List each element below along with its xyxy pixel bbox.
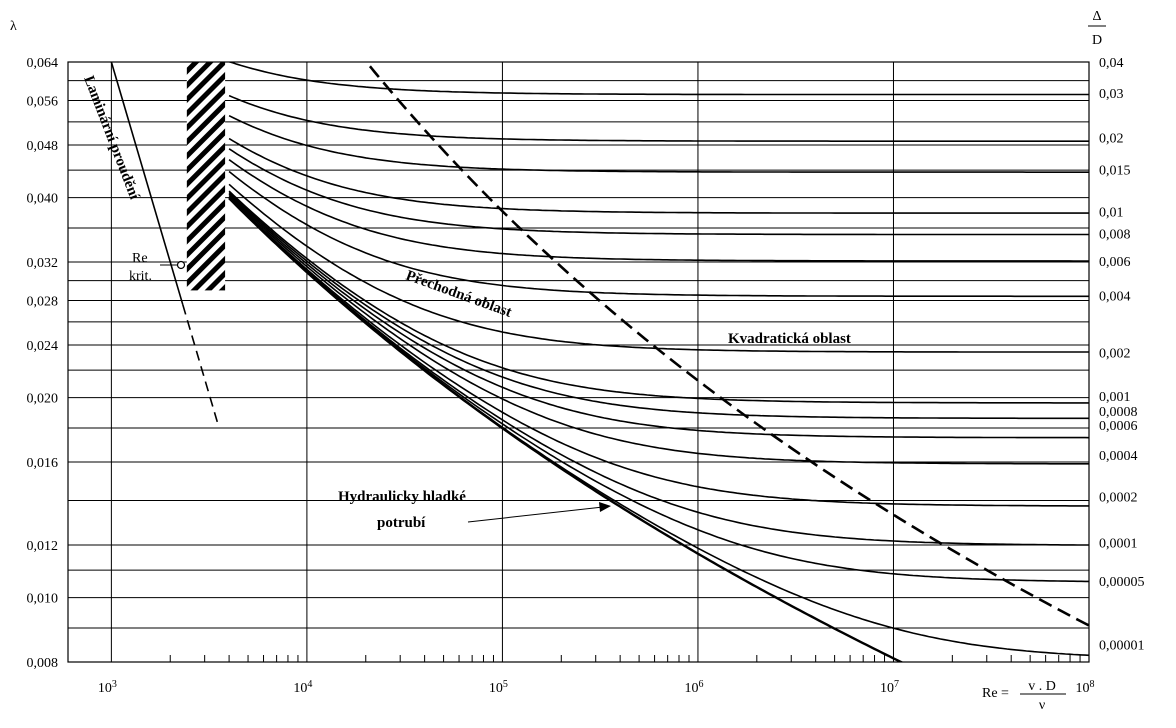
laminar-solid [110,62,184,306]
critical-point-marker [176,260,186,270]
smooth-pipe-label-1: Hydraulicky hladké [338,489,466,505]
roughness-label: 0,015 [1099,163,1131,178]
roughness-curve [228,114,1089,173]
y-tick-label: 0,024 [27,339,59,354]
roughness-curve [228,196,1089,507]
laminar-line [110,62,219,424]
smooth-pipe-arrow [467,506,604,523]
roughness-curve [228,62,1089,96]
roughness-curve [229,33,1089,59]
roughness-label: 0,0002 [1099,490,1138,505]
roughness-curve [228,170,1089,298]
roughness-label: 0,006 [1099,255,1131,270]
roughness-label: 0,04 [1099,56,1124,71]
laminar-dashed [182,304,219,424]
smooth-pipe-arrowhead [599,502,611,512]
roughness-curve [228,193,1089,439]
roughness-curve [228,137,1089,214]
roughness-label: 0,00001 [1099,639,1145,654]
y-tick-label: 0,032 [27,256,59,271]
hatch-band [186,62,226,291]
y-tick-label: 0,020 [27,392,59,407]
roughness-label: 0,0001 [1099,537,1138,552]
y-tick-label: 0,016 [27,456,59,471]
roughness-label: 0,02 [1099,131,1124,146]
x-tick-label: 105 [489,679,508,696]
x-axis-label-denominator: ν [1039,698,1045,713]
roughness-curve [228,191,1089,420]
x-tick-label: 106 [684,679,703,696]
x-axis-label-numerator: v . D [1028,679,1056,694]
y-tick-label: 0,008 [27,656,59,671]
roughness-labels: 0,04 0,03 0,02 0,015 0,01 0,008 0,006 0,004 0,00… [1099,56,1145,654]
roughness-label: 0,01 [1099,206,1124,221]
right-axis-label-top: Δ [1092,9,1101,24]
right-axis-label-bottom: D [1092,33,1102,48]
roughness-label: 0,002 [1099,346,1131,361]
x-tick-label: 103 [98,679,117,696]
y-tick-label: 0,064 [27,56,59,71]
y-tick-label: 0,048 [27,139,59,154]
critical-zone-hatch [186,62,226,291]
x-axis-label-lhs: Re = [982,686,1009,701]
roughness-label: 0,0004 [1099,449,1138,464]
roughness-curve [228,183,1089,353]
y-tick-label: 0,028 [27,295,59,310]
re-krit-label-1: Re [132,251,148,266]
roughness-curve [228,159,1089,262]
roughness-curve [228,197,1089,583]
roughness-curves [228,33,1089,662]
x-tick-label: 107 [880,679,899,696]
roughness-label: 0,0006 [1099,419,1138,434]
roughness-label: 0,008 [1099,228,1131,243]
y-tick-label: 0,010 [27,592,59,607]
smooth-pipe-curve [228,197,904,662]
y-tick-label: 0,012 [27,539,59,554]
roughness-label: 0,004 [1099,289,1131,304]
smooth-pipe-label-2: potrubí [377,515,426,531]
x-tick-label: 108 [1076,679,1095,696]
plot-frame [67,61,1090,663]
y-tick-label: 0,040 [27,192,59,207]
roughness-label: 0,00005 [1099,575,1145,590]
roughness-label: 0,03 [1099,87,1124,102]
y-axis-label: λ [10,19,17,34]
roughness-label: 0,001 [1099,390,1131,405]
roughness-curve [228,94,1089,142]
roughness-label: 0,0008 [1099,405,1138,420]
x-tick-label: 104 [293,679,312,696]
roughness-curve [228,197,1089,546]
y-tick-label: 0,056 [27,95,59,110]
roughness-curve [228,148,1089,236]
roughness-curve [228,194,1089,465]
re-krit-label-2: krit. [129,269,152,284]
y-tick-labels: 0,008 0,010 0,012 0,016 0,020 0,024 0,028 0,032… [27,56,59,671]
x-tick-labels: 103 104 105 106 107 108 [98,679,1095,696]
transition-region-label: Přechodná oblast [404,268,514,321]
roughness-curve [228,190,1089,404]
quadratic-region-label: Kvadratická oblast [728,331,851,347]
